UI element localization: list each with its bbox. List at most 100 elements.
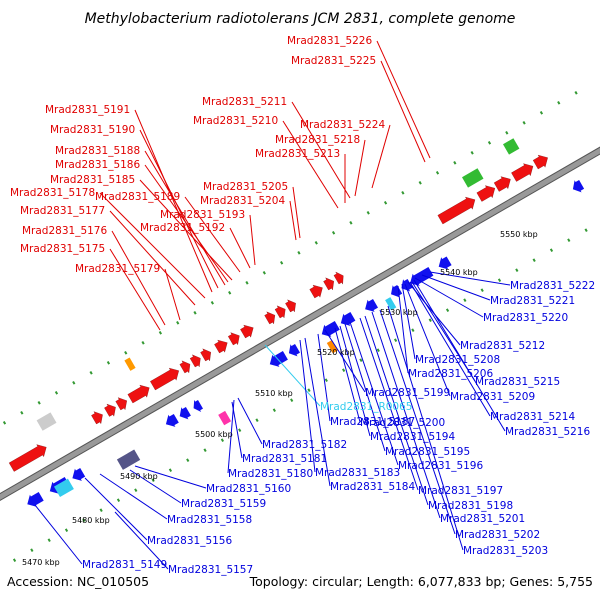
gene-label-reverse[interactable]: Mrad2831_5182	[262, 439, 347, 451]
leader-line-reverse	[237, 397, 263, 445]
gene-label-reverse[interactable]: Mrad2831_5158	[167, 514, 252, 526]
leader-line-forward	[109, 248, 161, 331]
leader-line-forward	[229, 227, 251, 269]
reverse-gene	[401, 279, 413, 292]
gene-label-reverse[interactable]: Mrad2831_5214	[490, 411, 575, 423]
leader-line-reverse	[317, 333, 331, 422]
gene-label-reverse[interactable]: Mrad2831_5209	[450, 391, 535, 403]
gene-label-forward[interactable]: Mrad2831_5186	[55, 159, 140, 171]
gene-label-forward[interactable]: Mrad2831_5211	[202, 96, 287, 108]
leader-line-forward	[134, 109, 213, 293]
gene-label-reverse[interactable]: Mrad2831_5196	[398, 460, 483, 472]
reverse-gene	[193, 399, 203, 412]
leader-line-forward	[111, 230, 166, 326]
gene-label-reverse[interactable]: Mrad2831_5199	[365, 387, 450, 399]
leader-line-reverse	[99, 473, 168, 520]
leader-line-reverse	[421, 274, 491, 301]
reverse-gene	[72, 468, 86, 481]
gene-label-forward[interactable]: Mrad2831_5177	[20, 205, 105, 217]
gene-label-forward[interactable]: Mrad2831_5179	[75, 263, 160, 275]
gene-label-reverse[interactable]: Mrad2831_R0065	[320, 401, 412, 413]
gene-label-reverse[interactable]: Mrad2831_5184	[330, 481, 415, 493]
gene-label-reverse[interactable]: Mrad2831_5157	[168, 564, 253, 576]
gene-label-forward[interactable]: Mrad2831_5178	[10, 187, 95, 199]
gene-label-forward[interactable]: Mrad2831_5189	[95, 191, 180, 203]
gene-label-reverse[interactable]: Mrad2831_5149	[82, 559, 167, 571]
gene-label-forward[interactable]: Mrad2831_5192	[140, 222, 225, 234]
gene-label-reverse[interactable]: Mrad2831_5183	[315, 467, 400, 479]
gene-label-reverse[interactable]: Mrad2831_5197	[418, 485, 503, 497]
gene-label-reverse[interactable]: Mrad2831_5203	[463, 545, 548, 557]
gene-label-reverse[interactable]: Mrad2831_5181	[242, 453, 327, 465]
gene-label-reverse[interactable]: Mrad2831_5200	[360, 417, 445, 429]
gene-label-reverse[interactable]: Mrad2831_5221	[490, 295, 575, 307]
leader-line-reverse	[387, 305, 464, 551]
forward-gene	[511, 163, 534, 182]
gene-label-forward[interactable]: Mrad2831_5193	[160, 209, 245, 221]
gene-label-forward[interactable]: Mrad2831_5190	[50, 124, 135, 136]
gene-label-forward[interactable]: Mrad2831_5191	[45, 104, 130, 116]
gene-label-reverse[interactable]: Mrad2831_5198	[428, 500, 513, 512]
gene-label-forward[interactable]: Mrad2831_5175	[20, 243, 105, 255]
gene-label-reverse[interactable]: Mrad2831_5216	[505, 426, 590, 438]
scale-tick-label: 5500 kbp	[195, 430, 233, 439]
gene-label-reverse[interactable]: Mrad2831_5220	[483, 312, 568, 324]
gene-label-reverse[interactable]: Mrad2831_5195	[385, 446, 470, 458]
gene-label-forward[interactable]: Mrad2831_5205	[203, 181, 288, 193]
gene-label-reverse[interactable]: Mrad2831_5206	[408, 368, 493, 380]
gene-label-forward[interactable]: Mrad2831_5210	[193, 115, 278, 127]
gene-label-reverse[interactable]: Mrad2831_5215	[475, 376, 560, 388]
scale-ticks: 5470 kbp 5480 kbp 5490 kbp 5500 kbp 5510 kbp…	[22, 230, 538, 567]
leader-line-forward	[249, 214, 256, 266]
reverse-gene	[288, 344, 300, 357]
leader-line-reverse	[349, 321, 399, 466]
forward-gene-green	[503, 138, 520, 155]
gene-label-reverse[interactable]: Mrad2831_5201	[440, 513, 525, 525]
gene-label-forward[interactable]: Mrad2831_5218	[275, 134, 360, 146]
leader-line-forward	[371, 124, 391, 189]
gene-label-reverse[interactable]: Mrad2831_5212	[460, 340, 545, 352]
leader-line-reverse	[34, 504, 83, 565]
leader-line-reverse	[404, 283, 451, 397]
forward-gene	[274, 305, 286, 319]
gene-label-forward[interactable]: Mrad2831_5185	[50, 174, 135, 186]
leader-line-reverse	[429, 271, 511, 286]
reverse-gene	[391, 285, 403, 298]
forward-gene-orange	[124, 357, 136, 371]
leader-line-forward	[291, 101, 351, 199]
leader-line-forward	[164, 268, 181, 321]
gene-label-reverse[interactable]: Mrad2831_5159	[181, 498, 266, 510]
gene-label-forward[interactable]: Mrad2831_5226	[287, 35, 372, 47]
forward-gene	[240, 324, 254, 339]
gene-label-forward[interactable]: Mrad2831_5204	[200, 195, 285, 207]
scale-tick-label: 5470 kbp	[22, 558, 60, 567]
leader-line-forward	[144, 164, 229, 283]
forward-gene	[200, 348, 211, 362]
gene-label-reverse[interactable]: Mrad2831_5208	[415, 354, 500, 366]
gene-label-reverse[interactable]: Mrad2831_5222	[510, 280, 595, 292]
forward-gene	[91, 411, 103, 425]
gene-label-reverse[interactable]: Mrad2831_5202	[455, 529, 540, 541]
gene-label-reverse[interactable]: Mrad2831_5194	[370, 431, 455, 443]
gene-label-reverse[interactable]: Mrad2831_5156	[147, 535, 232, 547]
gene-label-forward[interactable]: Mrad2831_5188	[55, 145, 140, 157]
forward-gene	[127, 384, 150, 404]
forward-gene	[285, 299, 296, 313]
leader-line-forward	[109, 210, 196, 306]
leader-line-reverse	[84, 477, 148, 541]
leader-line-forward	[144, 150, 226, 286]
gene-label-reverse[interactable]: Mrad2831_5160	[206, 483, 291, 495]
leader-line-reverse	[414, 277, 484, 318]
gene-label-forward[interactable]: Mrad2831_5224	[300, 119, 385, 131]
gene-label-reverse[interactable]: Mrad2831_5187	[330, 416, 415, 428]
gene-label-forward[interactable]: Mrad2831_5213	[255, 148, 340, 160]
gene-label-reverse[interactable]: Mrad2831_5180	[228, 468, 313, 480]
gene-label-forward[interactable]: Mrad2831_5176	[22, 225, 107, 237]
forward-gene	[179, 360, 191, 374]
leader-line-reverse	[231, 401, 243, 459]
leader-line-reverse	[114, 511, 169, 570]
forward-gene	[476, 185, 496, 202]
leader-line-reverse	[334, 327, 361, 423]
gene-label-forward[interactable]: Mrad2831_5225	[291, 55, 376, 67]
leader-line-reverse	[397, 285, 409, 374]
